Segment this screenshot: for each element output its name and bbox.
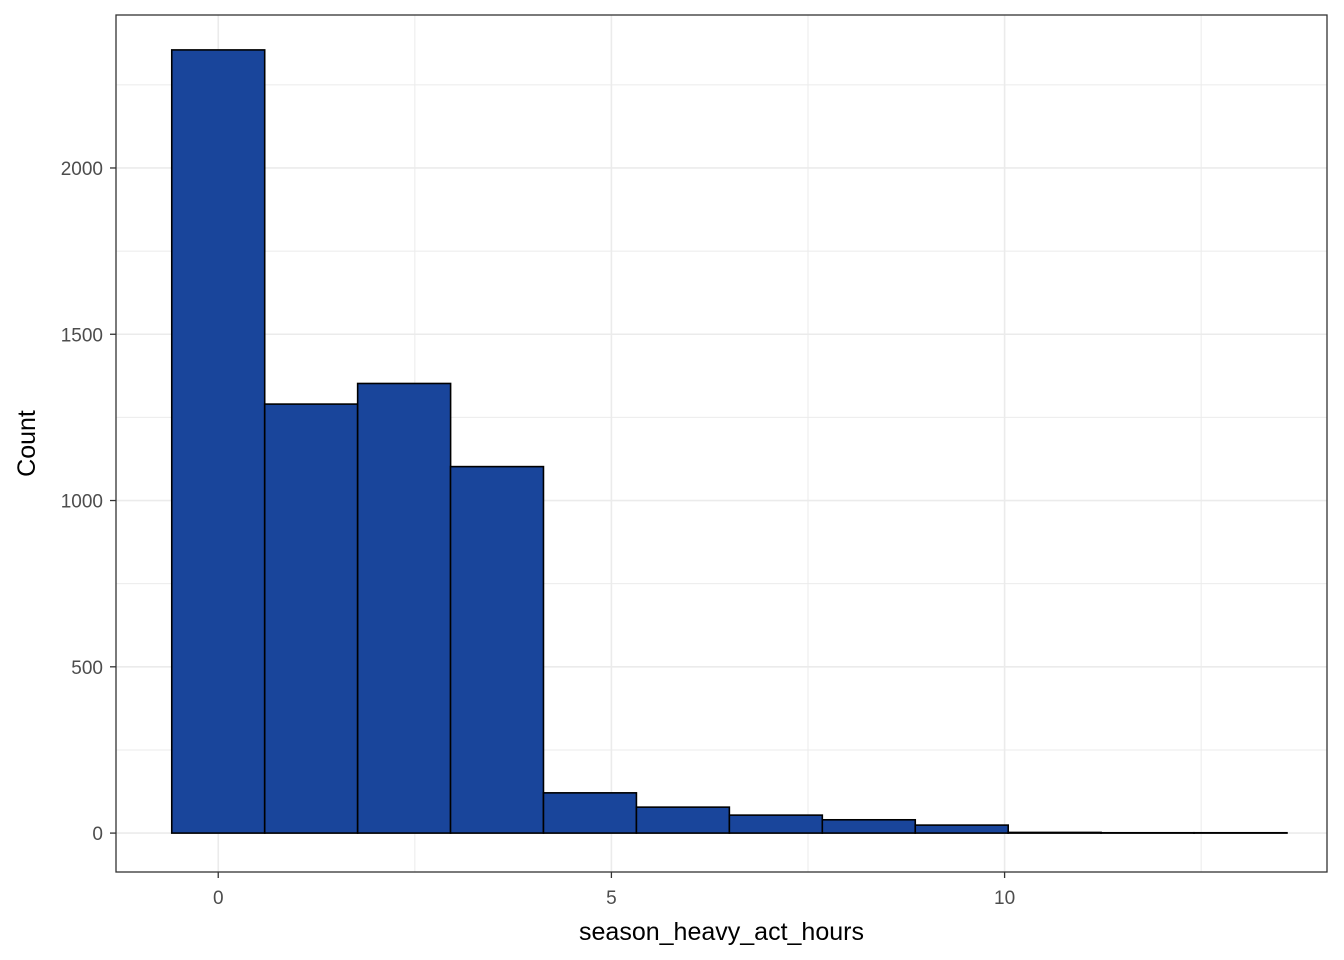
histogram-bar [263, 403, 359, 834]
y-tick-label: 1000 [61, 492, 103, 513]
y-tick-label: 1500 [61, 325, 103, 346]
histogram-bar [542, 792, 638, 834]
histogram-bar [1007, 831, 1102, 834]
histogram-bar [356, 382, 452, 834]
y-axis: 0 500 1000 1500 2000 [61, 159, 116, 845]
histogram-bar [170, 49, 266, 834]
x-tick-label: 0 [213, 888, 224, 909]
histogram-bar [449, 465, 545, 834]
histogram-bar [914, 824, 1010, 834]
y-tick-label: 2000 [61, 159, 103, 180]
histogram-bar [635, 806, 731, 834]
panel-border [115, 14, 1328, 873]
histogram-bars [170, 49, 1288, 834]
histogram-bar [728, 814, 824, 834]
y-tick-label: 500 [71, 658, 103, 679]
histogram-bar [821, 818, 917, 834]
x-axis: 0 5 10 [213, 872, 1015, 909]
y-axis-title: Count [13, 410, 41, 477]
x-tick-label: 10 [994, 888, 1015, 909]
x-tick-label: 5 [606, 888, 617, 909]
x-axis-title: season_heavy_act_hours [579, 918, 864, 946]
y-tick-label: 0 [92, 824, 103, 845]
